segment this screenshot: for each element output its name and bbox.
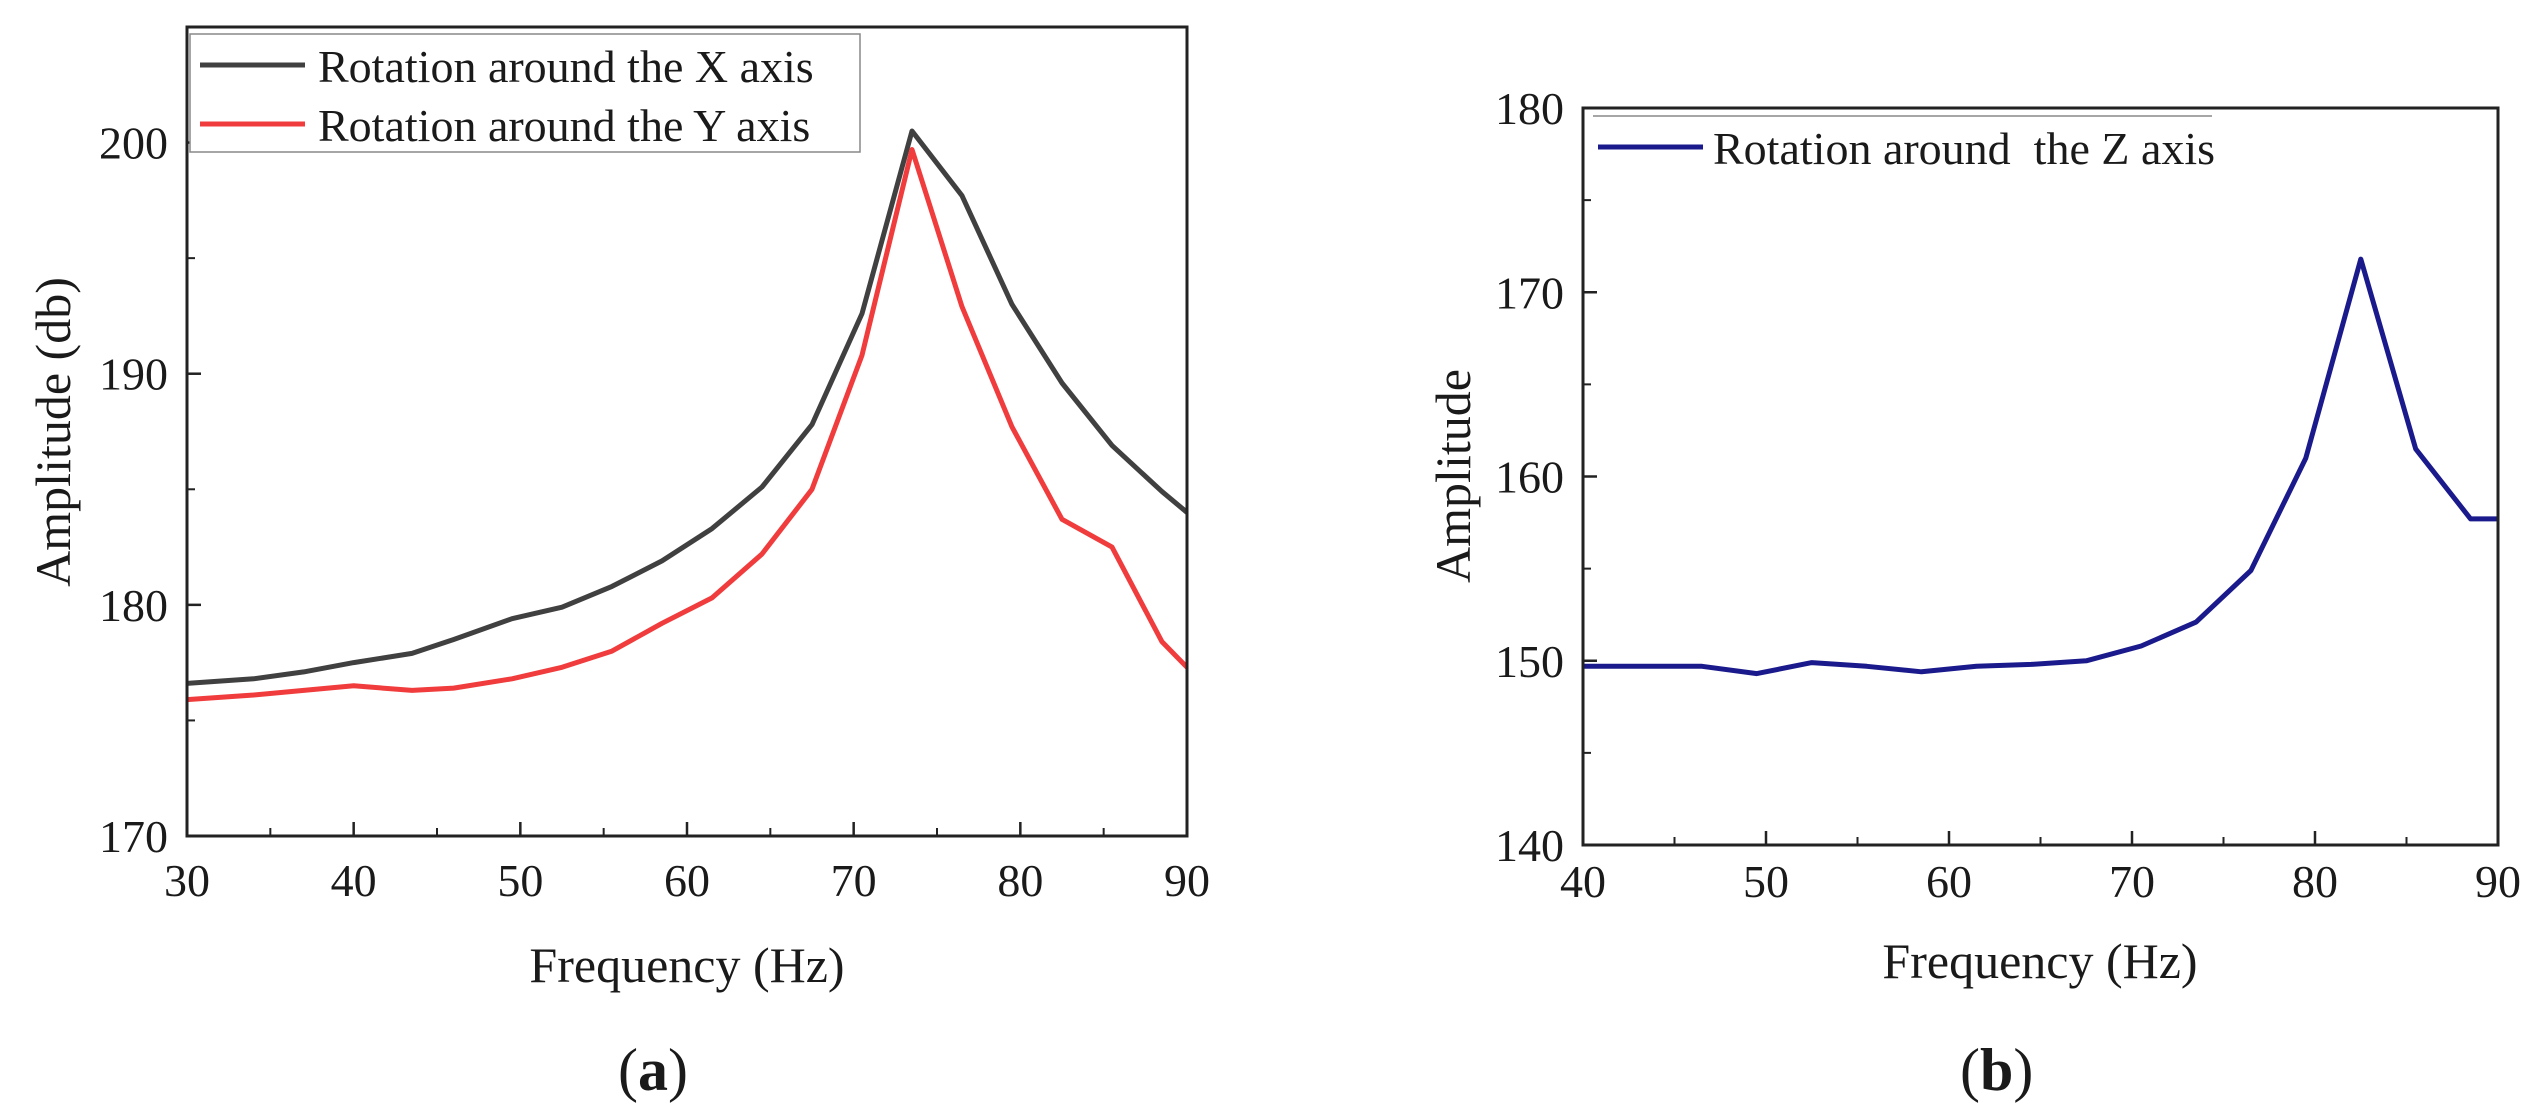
chart-b-plot-frame: [1581, 106, 2500, 847]
chart-a-ytick-label-200: 200: [99, 118, 168, 169]
chart-b: 40 50 60 70 80 90 140 150 160 170 180 Rotation aro…: [1425, 83, 2521, 1103]
chart-a-ytick-label-190: 190: [99, 349, 168, 400]
chart-a-xtick-label-30: 30: [164, 855, 210, 906]
chart-b-xtick-label-70: 70: [2109, 856, 2155, 907]
chart-a-xtick-label-60: 60: [664, 855, 710, 906]
chart-a: 30 40 50 60 70 80 90 170 180 190 200 Rotation arou…: [25, 25, 1210, 1103]
chart-a-ticks: 30 40 50 60 70 80 90 170 180 190 200: [99, 118, 1210, 906]
chart-a-xtick-label-50: 50: [497, 855, 543, 906]
chart-b-ytick-label-140: 140: [1495, 820, 1564, 871]
legend-b-label-z: Rotation around the Z axis: [1713, 123, 2215, 174]
chart-b-legend: Rotation around the Z axis: [1593, 115, 2215, 174]
chart-b-series: [1583, 256, 2498, 677]
chart-a-legend-box: [189, 33, 861, 153]
chart-b-ticks: 40 50 60 70 80 90 140 150 160 170 180: [1495, 83, 2521, 907]
panel-label-a: (a): [618, 1037, 688, 1103]
chart-b-ylabel: Amplitude: [1425, 369, 1481, 583]
chart-a-xtick-label-90: 90: [1164, 855, 1210, 906]
panel-letter-a: a: [638, 1037, 668, 1103]
chart-b-xtick-label-40: 40: [1560, 856, 1606, 907]
chart-a-ylabel: Amplitude (db): [25, 277, 81, 587]
chart-b-ytick-label-160: 160: [1495, 452, 1564, 503]
panel-label-b: (b): [1960, 1037, 2033, 1103]
chart-b-ytick-label-180: 180: [1495, 83, 1564, 134]
chart-a-legend: Rotation around the X axis Rotation arou…: [189, 33, 861, 153]
chart-b-series-line-0: [1583, 256, 2498, 677]
chart-b-xtick-label-90: 90: [2475, 856, 2521, 907]
chart-a-series: [187, 128, 1187, 703]
chart-b-ytick-label-170: 170: [1495, 267, 1564, 318]
chart-a-xtick-label-80: 80: [997, 855, 1043, 906]
chart-a-xtick-label-70: 70: [831, 855, 877, 906]
chart-a-xlabel: Frequency (Hz): [529, 937, 844, 993]
chart-a-ytick-label-180: 180: [99, 580, 168, 631]
legend-a-label-y: Rotation around the Y axis: [318, 100, 810, 151]
chart-a-xtick-label-40: 40: [331, 855, 377, 906]
chart-a-series-line-1: [187, 147, 1187, 703]
legend-a-label-x: Rotation around the X axis: [318, 41, 814, 92]
chart-b-xlabel: Frequency (Hz): [1882, 933, 2197, 989]
panel-letter-b: b: [1980, 1037, 2013, 1103]
chart-a-ytick-label-170: 170: [99, 811, 168, 862]
chart-b-xtick-label-60: 60: [1926, 856, 1972, 907]
chart-b-xtick-label-80: 80: [2292, 856, 2338, 907]
chart-b-xtick-label-50: 50: [1743, 856, 1789, 907]
chart-a-series-line-0: [187, 128, 1187, 686]
chart-b-ytick-label-150: 150: [1495, 636, 1564, 687]
